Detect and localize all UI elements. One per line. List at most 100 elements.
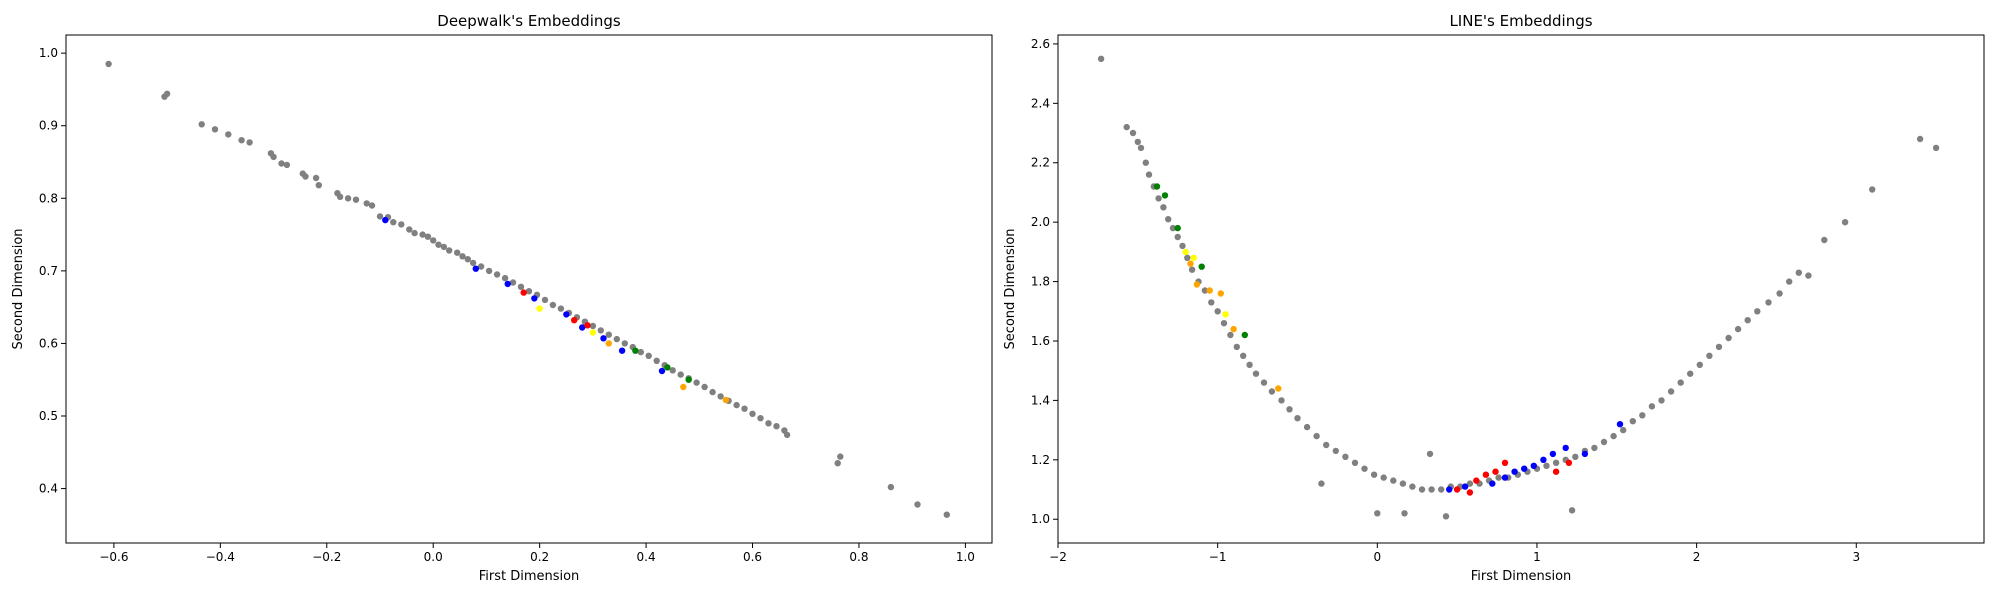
data-point-red bbox=[1565, 459, 1573, 466]
y-tick-label: 1.0 bbox=[1031, 512, 1050, 526]
data-point-gray bbox=[344, 195, 352, 202]
data-point-gray bbox=[517, 283, 525, 290]
data-point-gray bbox=[1620, 426, 1627, 434]
data-point-gray bbox=[613, 335, 620, 343]
data-point-gray bbox=[773, 423, 780, 430]
data-point-gray bbox=[1351, 459, 1359, 466]
data-point-gray bbox=[1591, 444, 1598, 452]
data-point-orange bbox=[722, 396, 730, 404]
data-point-orange bbox=[1193, 281, 1201, 288]
data-point-gray bbox=[270, 153, 277, 161]
plot-frame bbox=[65, 34, 993, 544]
data-point-gray bbox=[336, 193, 344, 200]
data-point-blue bbox=[472, 265, 479, 272]
data-point-green bbox=[1198, 263, 1205, 270]
data-point-gray bbox=[352, 196, 360, 203]
x-tick-label: −0.2 bbox=[312, 550, 341, 564]
data-point-gray bbox=[741, 405, 748, 412]
data-point-gray bbox=[1160, 204, 1167, 211]
data-point-gray bbox=[211, 126, 219, 133]
data-point-gray bbox=[1734, 325, 1742, 333]
data-point-gray bbox=[1795, 269, 1803, 276]
x-axis-label: First Dimension bbox=[1471, 569, 1572, 584]
data-point-gray bbox=[637, 348, 644, 356]
data-point-gray bbox=[485, 267, 493, 275]
data-point-gray bbox=[1418, 486, 1426, 493]
data-point-gray bbox=[424, 233, 432, 240]
data-point-gray bbox=[1543, 462, 1550, 469]
data-point-red bbox=[1453, 486, 1461, 493]
data-point-green bbox=[1174, 224, 1181, 232]
data-point-gray bbox=[501, 274, 509, 282]
data-point-blue bbox=[563, 311, 570, 318]
data-point-orange bbox=[1230, 325, 1237, 333]
data-point-gray bbox=[1786, 278, 1793, 285]
data-point-gray bbox=[411, 229, 418, 237]
x-tick-label: 0.8 bbox=[849, 550, 868, 564]
data-point-blue bbox=[618, 347, 626, 354]
data-point-gray bbox=[837, 453, 844, 460]
data-point-gray bbox=[105, 60, 112, 68]
data-point-gray bbox=[1214, 308, 1221, 315]
data-point-gray bbox=[493, 271, 501, 278]
data-point-gray bbox=[1220, 320, 1228, 327]
data-point-red bbox=[1466, 489, 1474, 496]
data-point-blue bbox=[1489, 480, 1496, 487]
data-point-gray bbox=[1610, 432, 1617, 440]
data-point-gray bbox=[1409, 483, 1416, 490]
data-point-gray bbox=[1438, 486, 1445, 493]
data-point-red bbox=[520, 289, 527, 296]
data-point-gray bbox=[363, 200, 370, 207]
data-point-gray bbox=[1129, 129, 1137, 137]
x-tick-label: −0.6 bbox=[99, 550, 128, 564]
data-point-yellow bbox=[1190, 254, 1197, 261]
data-point-gray bbox=[693, 379, 700, 386]
x-tick-label: 0.4 bbox=[637, 550, 656, 564]
data-point-gray bbox=[1658, 397, 1665, 404]
data-point-gray bbox=[677, 371, 684, 378]
data-point-gray bbox=[1155, 195, 1162, 202]
data-point-gray bbox=[312, 174, 320, 182]
data-point-gray bbox=[163, 90, 171, 98]
data-point-blue bbox=[1511, 468, 1518, 475]
x-axis-label: First Dimension bbox=[479, 569, 580, 584]
data-point-gray bbox=[557, 305, 565, 312]
x-tick-label: 0.0 bbox=[424, 550, 443, 564]
data-point-gray bbox=[1380, 474, 1387, 481]
data-point-gray bbox=[1278, 397, 1285, 404]
data-point-gray bbox=[1137, 144, 1145, 152]
data-point-orange bbox=[605, 340, 612, 347]
data-point-gray bbox=[1332, 447, 1340, 455]
x-tick-label: 1.0 bbox=[956, 550, 975, 564]
data-point-gray bbox=[368, 202, 376, 209]
data-point-orange bbox=[1206, 287, 1213, 294]
data-point-gray bbox=[509, 279, 517, 286]
data-point-gray bbox=[525, 288, 533, 295]
data-point-gray bbox=[1286, 406, 1293, 413]
data-point-gray bbox=[1725, 334, 1732, 342]
data-point-gray bbox=[1426, 450, 1434, 458]
data-point-gray bbox=[1123, 123, 1130, 131]
data-point-gray bbox=[605, 331, 612, 338]
data-point-red bbox=[1552, 468, 1560, 475]
data-point-gray bbox=[302, 173, 309, 180]
data-point-gray bbox=[733, 401, 740, 409]
data-point-gray bbox=[1260, 379, 1268, 386]
data-point-gray bbox=[1754, 308, 1761, 315]
data-point-gray bbox=[440, 243, 448, 251]
x-tick-label: −2 bbox=[1049, 550, 1067, 564]
data-point-gray bbox=[1552, 459, 1560, 466]
data-point-gray bbox=[549, 301, 557, 309]
data-point-gray bbox=[653, 357, 660, 364]
data-point-gray bbox=[1313, 432, 1320, 440]
data-point-gray bbox=[1188, 266, 1196, 273]
data-point-orange bbox=[1217, 290, 1225, 297]
y-tick-label: 0.4 bbox=[39, 482, 58, 496]
data-point-gray bbox=[1696, 361, 1704, 368]
data-point-blue bbox=[531, 295, 538, 302]
data-point-red bbox=[1501, 459, 1509, 466]
data-point-red bbox=[1482, 471, 1490, 478]
data-point-gray bbox=[1390, 477, 1397, 484]
data-point-orange bbox=[1275, 385, 1282, 392]
